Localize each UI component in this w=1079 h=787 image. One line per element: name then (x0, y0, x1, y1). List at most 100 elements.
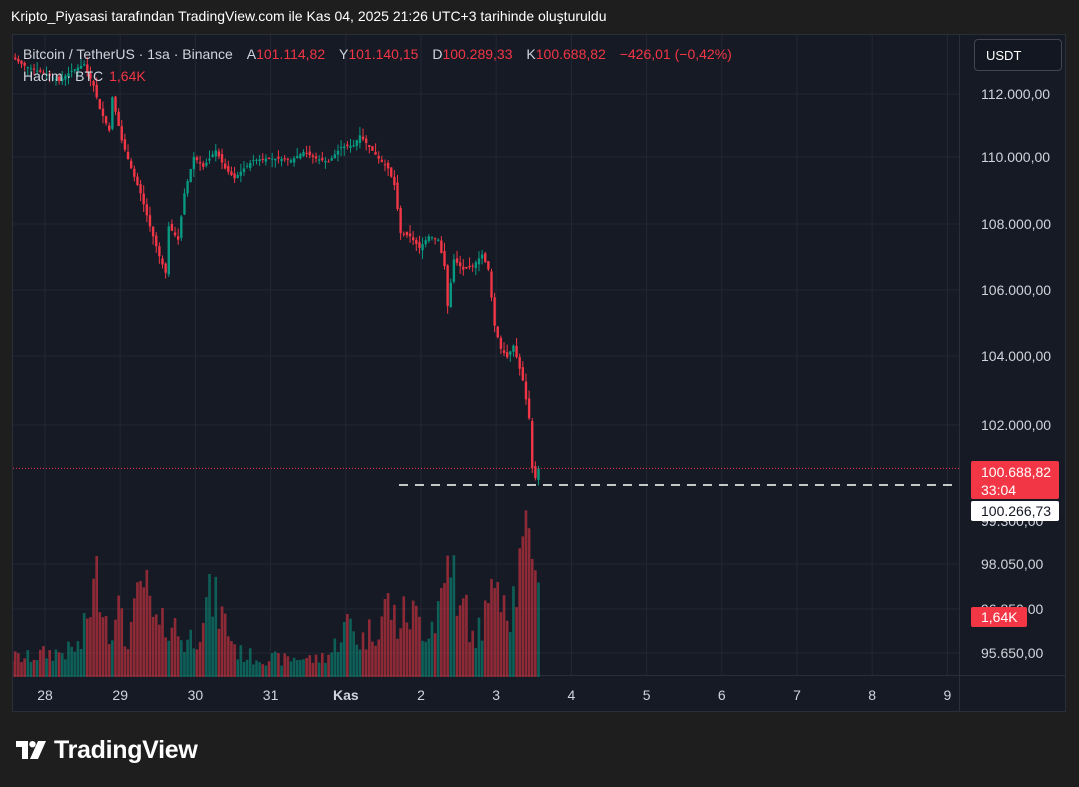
candle-body (515, 345, 518, 358)
candle-body (493, 297, 496, 326)
volume-bar (35, 660, 39, 677)
candle-body (377, 156, 380, 159)
volume-bar (64, 659, 67, 677)
currency-button[interactable]: USDT (974, 39, 1062, 71)
candle-body (255, 159, 258, 161)
volume-bar (29, 661, 33, 677)
candle-body (67, 73, 70, 78)
candle-body (487, 261, 490, 270)
candle-body (136, 176, 139, 186)
candlestick-chart[interactable]: 112.000,00 110.000,00 108.000,00 106.000,00… (13, 35, 1066, 712)
candle-body (70, 70, 73, 72)
volume-bar (477, 617, 481, 677)
volume-bar (377, 639, 381, 677)
candle-body (292, 158, 296, 163)
close-label: K (526, 46, 536, 62)
volume-bar (195, 649, 199, 677)
candle-body (176, 236, 180, 240)
volume-bar (255, 660, 258, 677)
tradingview-logo[interactable]: TradingView (16, 736, 198, 764)
candle-body (437, 239, 440, 241)
candle-body (512, 345, 515, 352)
candle-body (352, 145, 355, 147)
volume-bar (26, 650, 30, 677)
volume-bar (236, 659, 240, 677)
candle-body (242, 168, 246, 173)
candle-body (280, 158, 283, 162)
candle-body (258, 159, 261, 162)
volume-bar (264, 665, 268, 677)
volume-tag-label: 1,64K (981, 609, 1018, 625)
volume-bar (471, 630, 475, 677)
volume-label[interactable]: Hacim · BTC (23, 68, 104, 84)
volume-bar (308, 655, 312, 677)
candle-body (142, 193, 145, 205)
brand-name: TradingView (54, 735, 198, 764)
candle-body (277, 156, 280, 159)
volume-bar (352, 631, 355, 677)
candle-body (111, 97, 114, 129)
high-value: 101.140,15 (348, 46, 419, 62)
volume-bar (436, 601, 440, 677)
candle-body (458, 262, 462, 267)
volume-bar (273, 651, 277, 677)
price-tick-label: 106.000,00 (981, 282, 1051, 298)
candle-body (20, 60, 23, 64)
volume-bar (161, 608, 164, 677)
volume-bar (461, 598, 465, 677)
candle-body (205, 162, 208, 166)
volume-bar (114, 619, 117, 677)
candle-body (296, 156, 299, 158)
volume-bar (220, 606, 224, 677)
volume-bar (499, 612, 503, 677)
candle-body (76, 67, 80, 71)
candle-body (521, 367, 525, 381)
volume-bar (173, 618, 177, 677)
volume-bar (465, 594, 468, 677)
candle-body (496, 326, 499, 338)
volume-tick-label: 98.050,00 (981, 556, 1043, 572)
volume-bar (208, 574, 211, 677)
volume-bar (126, 649, 130, 677)
candle-body (211, 154, 214, 157)
volume-bar (148, 595, 152, 677)
volume-bars (13, 510, 540, 677)
chart-panel[interactable]: 112.000,00 110.000,00 108.000,00 106.000,00… (12, 34, 1066, 712)
volume-bar (136, 582, 139, 677)
volume-bar (145, 569, 149, 677)
volume-bar (107, 644, 111, 677)
volume-bar (179, 640, 183, 677)
candle-body (108, 125, 111, 131)
candle-body (443, 251, 446, 267)
volume-legend: Hacim · BTC 1,64K (23, 68, 146, 84)
volume-bar (280, 665, 283, 677)
candle-body (386, 162, 390, 169)
volume-bar (51, 660, 55, 677)
volume-bar (349, 618, 352, 677)
candle-body (161, 258, 164, 265)
volume-bar (217, 628, 221, 677)
candle-body (23, 62, 26, 66)
volume-bar (117, 595, 120, 677)
volume-bar (13, 651, 17, 677)
volume-bar (132, 598, 136, 677)
volume-bar (386, 593, 390, 677)
candle-body (26, 67, 29, 69)
volume-bar (527, 528, 531, 677)
candle-body (374, 151, 377, 155)
symbol-label[interactable]: Bitcoin / TetherUS · 1sa · Binance (23, 46, 233, 62)
candle-body (468, 265, 471, 268)
volume-bar (120, 608, 124, 677)
candle-body (223, 163, 227, 169)
candle-body (380, 159, 384, 162)
candle-body (245, 165, 249, 167)
candle-body (198, 162, 202, 164)
candle-body (180, 216, 183, 238)
candle-body (104, 116, 108, 124)
candle-body (477, 258, 481, 265)
candle-body (192, 156, 196, 170)
candle-body (249, 162, 252, 169)
candle-body (51, 77, 55, 79)
candle-body (474, 262, 478, 269)
volume-bar (283, 653, 287, 677)
